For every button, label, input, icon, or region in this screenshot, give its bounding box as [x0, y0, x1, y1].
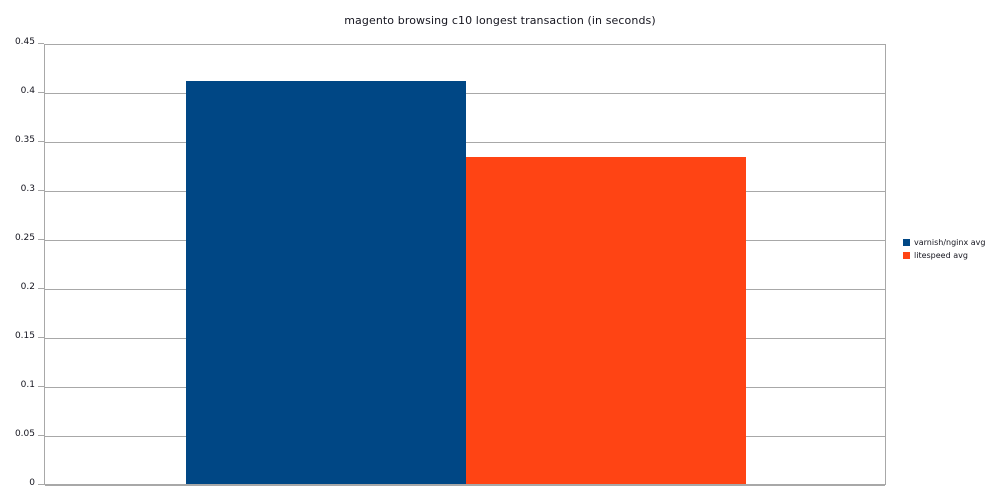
- gridline: [45, 485, 885, 486]
- y-axis-tick-label: 0.15: [14, 331, 35, 341]
- y-axis: 0 0.05 0.1 0.15 0.2 0.25 0.3 0.35 0.4 0.45: [0, 37, 44, 488]
- legend-item[interactable]: litespeed avg: [903, 250, 1000, 261]
- y-axis-tick-mark: [38, 484, 44, 485]
- y-axis-tick-mark: [38, 337, 44, 338]
- bar-litespeed-avg[interactable]: [466, 156, 746, 484]
- y-axis-tick-label: 0: [29, 478, 35, 488]
- legend-item-label: litespeed avg: [914, 251, 968, 260]
- legend-item-label: varnish/nginx avg: [914, 238, 986, 247]
- y-axis-tick-mark: [38, 435, 44, 436]
- y-axis-tick-label: 0.4: [20, 86, 35, 96]
- y-axis-tick-mark: [38, 190, 44, 191]
- y-axis-tick-mark: [38, 386, 44, 387]
- y-axis-tick-label: 0.25: [14, 233, 35, 243]
- y-axis-tick-mark: [38, 288, 44, 289]
- y-axis-tick-mark: [38, 239, 44, 240]
- y-axis-tick-label: 0.35: [14, 135, 35, 145]
- y-axis-tick-mark: [38, 43, 44, 44]
- y-axis-tick-mark: [38, 141, 44, 142]
- legend-item[interactable]: varnish/nginx avg: [903, 237, 1000, 248]
- chart-legend: varnish/nginx avg litespeed avg: [903, 237, 1000, 263]
- chart-title: magento browsing c10 longest transaction…: [344, 14, 656, 27]
- legend-swatch-icon: [903, 252, 910, 259]
- y-axis-tick-label: 0.2: [20, 282, 35, 292]
- gridline: [45, 44, 885, 45]
- bar-varnish-nginx-avg[interactable]: [186, 81, 466, 484]
- y-axis-tick-mark: [38, 92, 44, 93]
- legend-swatch-icon: [903, 239, 910, 246]
- plot-area: [44, 44, 886, 486]
- y-axis-tick-label: 0.1: [20, 380, 35, 390]
- y-axis-tick-label: 0.3: [20, 184, 35, 194]
- y-axis-tick-label: 0.05: [14, 429, 35, 439]
- y-axis-tick-label: 0.45: [14, 37, 35, 47]
